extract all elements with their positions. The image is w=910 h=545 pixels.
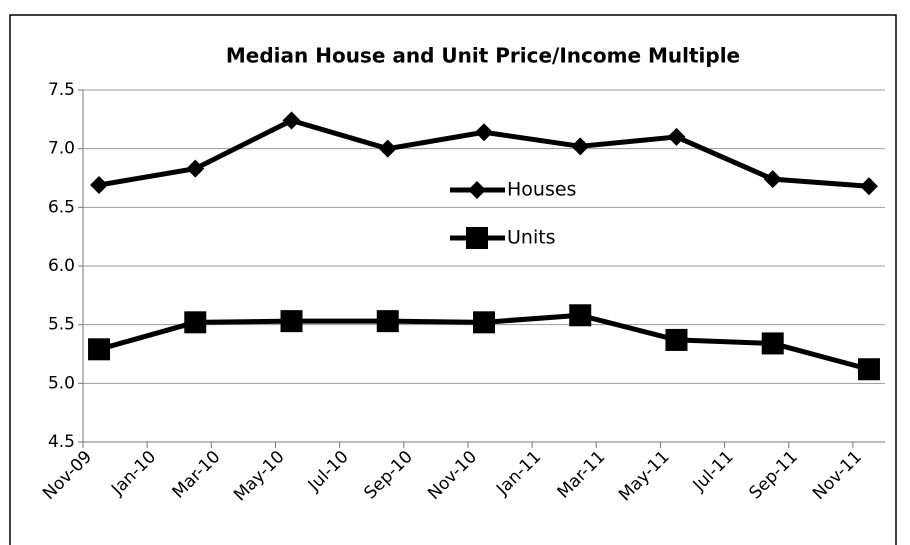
data-point (376, 310, 399, 333)
data-point (667, 127, 686, 146)
data-point (473, 311, 495, 334)
legend-label: Units (507, 227, 556, 249)
data-point (186, 159, 205, 178)
data-point (665, 328, 688, 351)
data-point (90, 176, 109, 195)
legend-marker (466, 227, 488, 249)
data-point (859, 177, 878, 196)
data-point (763, 170, 782, 189)
chart-border (9, 14, 897, 545)
data-point (857, 358, 880, 381)
y-tick-label: 6.0 (48, 256, 75, 276)
y-tick-label: 6.5 (48, 197, 75, 217)
y-tick-label: 7.5 (48, 80, 75, 100)
data-point (569, 304, 592, 327)
chart-title: Median House and Unit Price/Income Multi… (226, 44, 740, 68)
data-point (571, 137, 590, 156)
y-tick-label: 5.0 (48, 373, 75, 393)
data-point (282, 111, 301, 130)
legend-label: Houses (507, 179, 576, 201)
data-point (184, 311, 207, 334)
data-point (378, 139, 397, 158)
legend-marker (468, 181, 486, 199)
data-point (280, 310, 303, 333)
data-point (88, 338, 111, 361)
data-point (761, 332, 784, 355)
data-point (475, 123, 493, 142)
y-tick-label: 7.0 (48, 139, 75, 159)
y-tick-label: 4.5 (48, 432, 75, 452)
y-tick-label: 5.5 (48, 315, 75, 335)
